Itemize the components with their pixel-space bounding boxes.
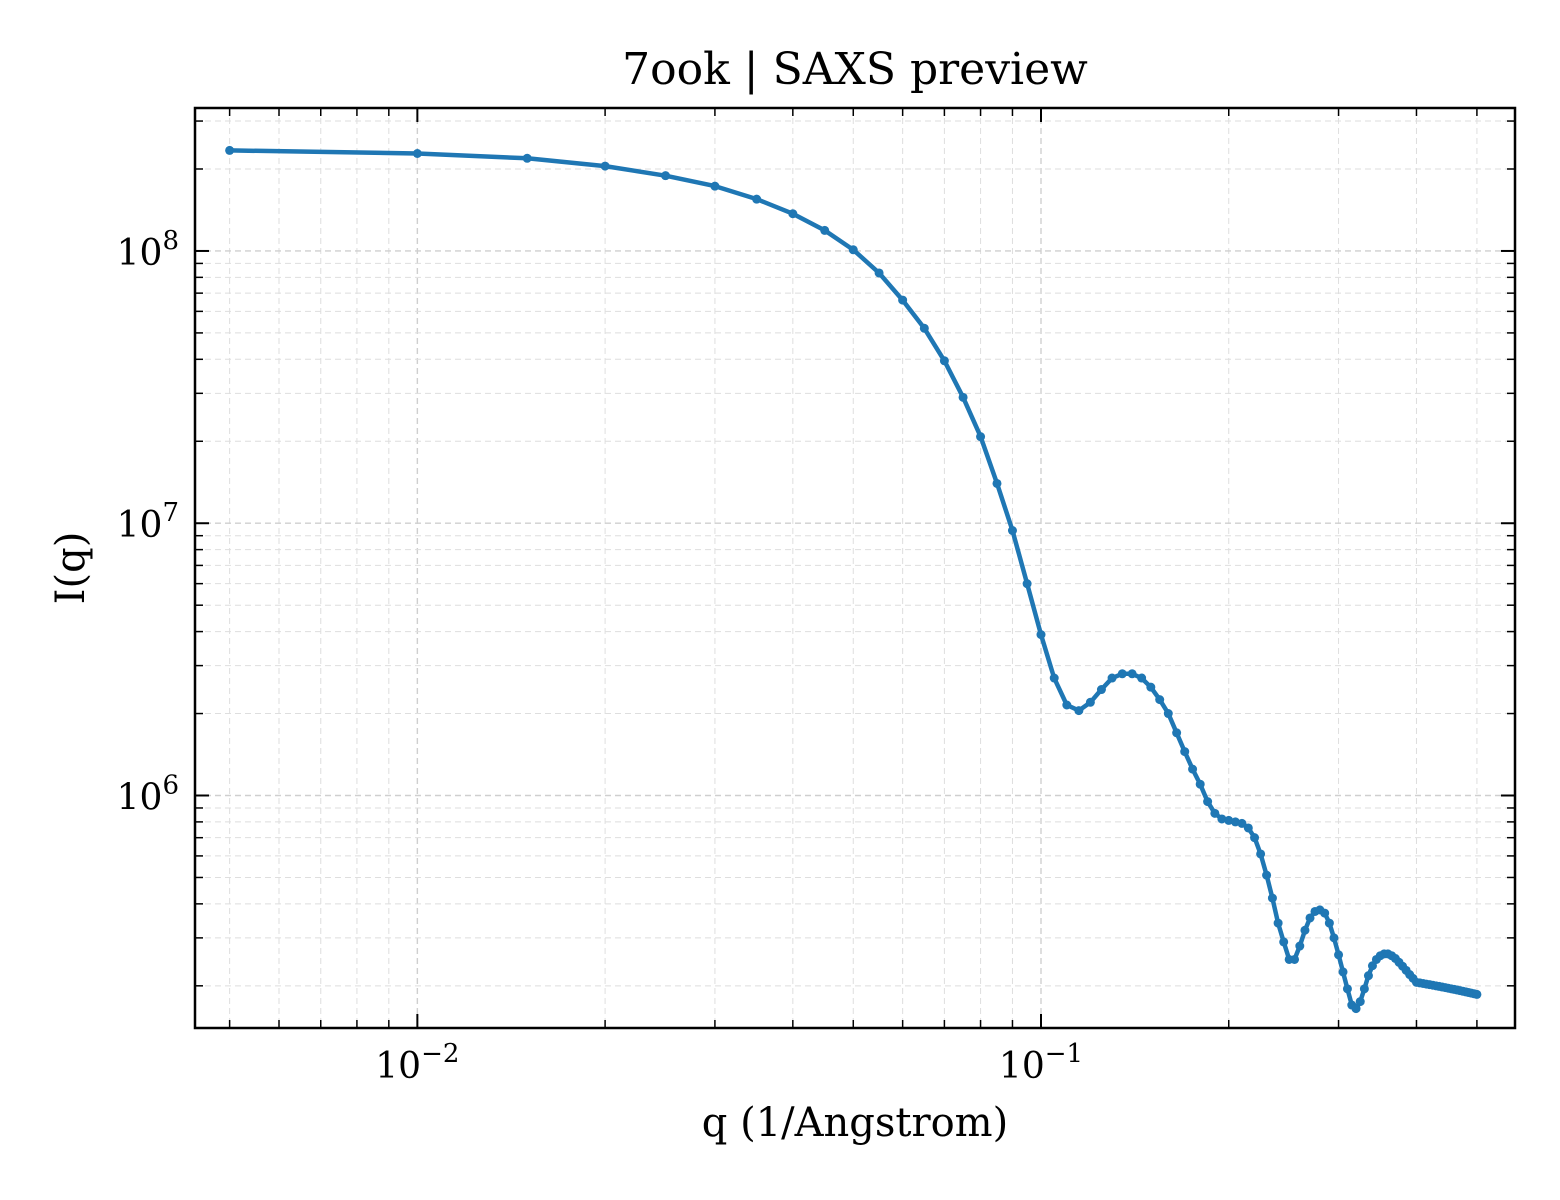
data-point (1237, 818, 1247, 828)
data-point (1188, 764, 1198, 774)
data-point (1036, 630, 1046, 640)
data-point (1305, 913, 1315, 923)
data-point (1137, 673, 1147, 683)
data-point (1295, 941, 1305, 951)
y-axis-label: I(q) (48, 532, 94, 605)
data-point (1085, 697, 1095, 707)
grid (195, 108, 1515, 1028)
data-point (1074, 706, 1084, 716)
data-point (1351, 1004, 1361, 1014)
data-point (1224, 815, 1234, 825)
data-point (225, 145, 235, 155)
data-point (1338, 967, 1348, 977)
data-point (1324, 918, 1334, 928)
data-point (1062, 700, 1072, 710)
data-point (1049, 673, 1059, 683)
data-point (820, 225, 830, 235)
data-point (1342, 984, 1352, 994)
data-point (919, 323, 929, 333)
data-point (1334, 950, 1344, 960)
data-point (1267, 893, 1277, 903)
data-point (976, 432, 986, 442)
data-point (522, 153, 532, 163)
data-point (992, 478, 1002, 488)
chart-title: 7ook | SAXS preview (622, 44, 1088, 95)
data-point (1290, 954, 1300, 964)
data-point (412, 149, 422, 159)
data-point (1096, 685, 1106, 695)
data-point (788, 209, 798, 219)
data-point (1250, 833, 1260, 843)
x-tick-label: 10−1 (999, 1039, 1083, 1087)
axes-frame (193, 106, 1517, 1030)
data-point (939, 356, 949, 366)
data-point (1256, 849, 1266, 859)
data-point (1300, 925, 1310, 935)
data-point (1022, 579, 1032, 589)
data-point (1107, 673, 1117, 683)
data-point (1217, 814, 1227, 824)
axis-ticks: 10−2 10−1 106 107 108 (117, 108, 1515, 1087)
data-point (1472, 989, 1482, 999)
data-point (1262, 870, 1272, 880)
data-point (1172, 728, 1182, 738)
data-point (1363, 971, 1373, 981)
data-point (1210, 808, 1220, 818)
data-point (1320, 908, 1330, 918)
data-point (1329, 933, 1339, 943)
data-point (958, 392, 968, 402)
data-point (710, 181, 720, 191)
data-point (1127, 669, 1137, 679)
data-point (1203, 797, 1213, 807)
data-point (848, 245, 858, 255)
y-tick-label: 106 (117, 771, 179, 819)
data-point (1163, 709, 1173, 719)
data-point (1117, 669, 1127, 679)
data-point (1155, 695, 1165, 705)
y-tick-label: 107 (117, 498, 179, 546)
data-point (600, 161, 610, 171)
x-axis-label: q (1/Angstrom) (702, 1100, 1008, 1146)
data-point (1007, 526, 1017, 536)
data-series (225, 145, 1482, 1014)
data-point (1243, 823, 1253, 833)
data-point (1273, 918, 1283, 928)
data-point (661, 171, 671, 181)
data-point (1180, 747, 1190, 757)
data-point (898, 295, 908, 305)
data-point (752, 194, 762, 204)
y-tick-label: 108 (117, 226, 179, 274)
data-point (874, 268, 884, 278)
data-point (1146, 682, 1156, 692)
x-tick-label: 10−2 (375, 1039, 459, 1087)
data-point (1195, 779, 1205, 789)
data-point (1359, 984, 1369, 994)
data-point (1279, 937, 1289, 947)
data-point (1355, 997, 1365, 1007)
